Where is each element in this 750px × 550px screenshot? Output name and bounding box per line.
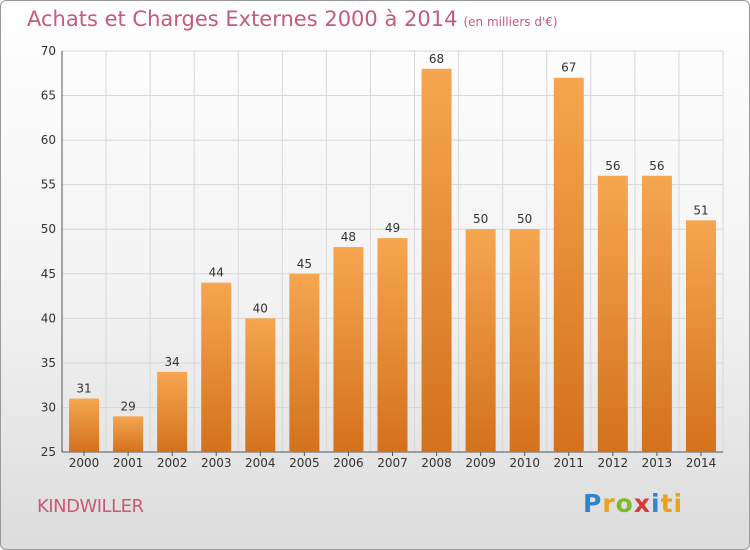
labels: 31 29 34 44 40 45 48 49 68 50 50 67 56 56 51 [76, 52, 708, 414]
logo-letter: x [633, 489, 651, 518]
bar-value-label: 31 [76, 382, 91, 396]
y-tick-label: 55 [41, 178, 56, 192]
bar [509, 229, 540, 452]
bar [289, 273, 320, 452]
bar [421, 68, 452, 453]
bar [113, 416, 144, 452]
y-tick-label: 70 [41, 44, 56, 58]
x-tick-label: 2007 [377, 456, 408, 470]
x-tick-label: 2006 [333, 456, 364, 470]
x-tick-label: 2008 [421, 456, 452, 470]
y-tick-label: 25 [41, 445, 56, 459]
bar-value-label: 48 [341, 230, 356, 244]
y-tick-label: 65 [41, 89, 56, 103]
bar-value-label: 50 [517, 212, 532, 226]
bar-value-label: 45 [297, 257, 312, 271]
bar-value-label: 56 [649, 159, 664, 173]
x-tick-label: 2012 [598, 456, 629, 470]
x-tick-label: 2002 [157, 456, 188, 470]
bar [377, 238, 408, 452]
bar-value-label: 34 [165, 355, 180, 369]
x-tick-label: 2011 [553, 456, 584, 470]
x-tick-label: 2004 [245, 456, 276, 470]
bars [69, 68, 716, 453]
chart-title-text: Achats et Charges Externes 2000 à 2014 [27, 7, 458, 31]
bar-value-label: 56 [605, 159, 620, 173]
y-tick-label: 30 [41, 400, 56, 414]
commune-name: KINDWILLER [37, 496, 144, 517]
bar [157, 371, 188, 452]
x-tick-label: 2013 [642, 456, 673, 470]
logo-letter: P [583, 489, 603, 518]
bar-value-label: 51 [693, 203, 708, 217]
logo-letter: ti [660, 489, 684, 518]
y-tick-label: 45 [41, 267, 56, 281]
bar-value-label: 40 [253, 301, 268, 315]
bar [685, 220, 716, 452]
axes: 25 30 35 40 45 50 55 60 65 70 2000 2001 2002 2003 2004… [41, 44, 723, 470]
logo-letter: o [615, 489, 634, 518]
proxiti-logo: Proxiti [583, 489, 683, 518]
bar [245, 318, 276, 452]
bar-value-label: 68 [429, 52, 444, 66]
x-tick-label: 2005 [289, 456, 320, 470]
y-tick-label: 50 [41, 222, 56, 236]
logo-letter: r [602, 489, 616, 518]
bar [69, 398, 100, 452]
x-tick-label: 2010 [509, 456, 540, 470]
bar [465, 229, 496, 452]
chart-subtitle: (en milliers d'€) [463, 15, 558, 29]
bar-value-label: 49 [385, 221, 400, 235]
bar-value-label: 67 [561, 61, 576, 75]
bar [641, 175, 672, 452]
y-tick-label: 35 [41, 356, 56, 370]
bar [597, 175, 628, 452]
bar-value-label: 29 [120, 399, 135, 413]
x-tick-label: 2000 [69, 456, 100, 470]
x-tick-label: 2014 [686, 456, 717, 470]
x-tick-label: 2001 [113, 456, 144, 470]
y-tick-label: 60 [41, 133, 56, 147]
x-tick-label: 2003 [201, 456, 232, 470]
bar [201, 282, 232, 452]
y-tick-label: 40 [41, 311, 56, 325]
chart-title: Achats et Charges Externes 2000 à 2014 (e… [27, 7, 558, 31]
x-tick-label: 2009 [465, 456, 496, 470]
logo-letter: i [651, 489, 661, 518]
bar [553, 77, 584, 452]
bar [333, 247, 364, 452]
bar-value-label: 50 [473, 212, 488, 226]
bar-value-label: 44 [209, 266, 224, 280]
